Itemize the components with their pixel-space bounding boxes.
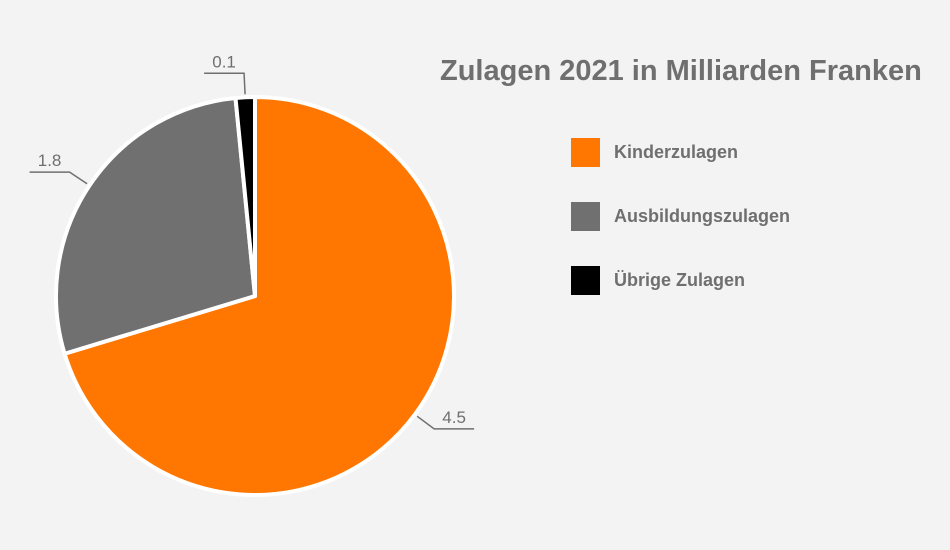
data-label-uebrige-zulagen: 0.1 (212, 52, 236, 71)
legend-label-uebrige-zulagen: Übrige Zulagen (614, 269, 746, 290)
legend-label-kinderzulagen: Kinderzulagen (614, 141, 739, 162)
callout-line-kinderzulagen (416, 415, 475, 430)
chart-title: Zulagen 2021 in Milliarden Franken (440, 55, 922, 87)
callout-line-uebrige-zulagen (204, 72, 246, 95)
legend-swatch-ausbildungszulagen (571, 201, 600, 231)
legend-swatch-kinderzulagen (571, 137, 600, 167)
pie-slice-uebrige-zulagen[interactable] (233, 95, 257, 298)
legend-item-uebrige-zulagen[interactable]: Übrige Zulagen (571, 264, 790, 296)
legend: Kinderzulagen Ausbildungszulagen Übrige … (571, 136, 790, 328)
data-label-ausbildungszulagen: 1.8 (38, 151, 62, 170)
pie-slice-ausbildungszulagen[interactable] (54, 95, 257, 356)
pie-slice-kinderzulagen[interactable] (62, 95, 456, 497)
legend-label-ausbildungszulagen: Ausbildungszulagen (614, 205, 791, 226)
callout-line-ausbildungszulagen (29, 171, 88, 185)
legend-item-ausbildungszulagen[interactable]: Ausbildungszulagen (571, 200, 790, 232)
data-label-kinderzulagen: 4.5 (442, 408, 466, 427)
legend-item-kinderzulagen[interactable]: Kinderzulagen (571, 136, 790, 168)
legend-swatch-uebrige-zulagen (571, 265, 600, 295)
